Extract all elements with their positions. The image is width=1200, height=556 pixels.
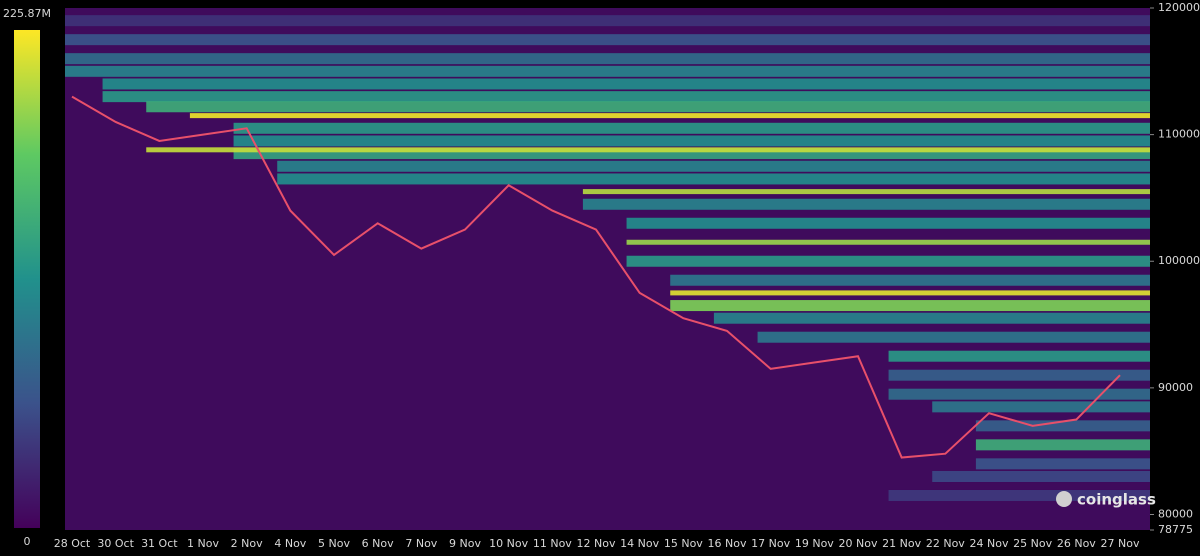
heat-band (975, 420, 1150, 432)
heat-band (65, 34, 1150, 46)
heat-band (670, 274, 1150, 286)
heat-band (888, 489, 1150, 501)
x-tick-label: 6 Nov (362, 537, 394, 550)
price-layer (71, 95, 1121, 459)
x-tick-label: 26 Nov (1057, 537, 1096, 550)
color-bar (14, 30, 40, 528)
heat-band (102, 91, 1151, 103)
heat-band (233, 122, 1151, 134)
x-tick-label: 22 Nov (926, 537, 965, 550)
y-tick-label: 110000 (1158, 128, 1200, 141)
heat-band (582, 198, 1150, 210)
x-tick-label: 14 Nov (620, 537, 659, 550)
color-bar-label: 0 (24, 535, 31, 548)
heat-band (582, 189, 1150, 195)
heat-band (888, 350, 1150, 362)
x-tick-label: 1 Nov (187, 537, 219, 550)
heat-bands (65, 15, 1151, 501)
x-tick-label: 5 Nov (318, 537, 350, 550)
heat-band (975, 439, 1150, 451)
heat-band (888, 369, 1150, 381)
y-tick-label: 78775 (1158, 523, 1193, 536)
x-tick-label: 17 Nov (751, 537, 790, 550)
x-tick-label: 31 Oct (141, 537, 178, 550)
heat-band (888, 388, 1150, 400)
x-tick-label: 24 Nov (970, 537, 1009, 550)
heat-band (932, 471, 1150, 483)
heat-band (146, 101, 1150, 113)
color-bar-label: 225.87M (3, 7, 51, 20)
x-tick-label: 2 Nov (231, 537, 263, 550)
heat-band (233, 135, 1151, 147)
heat-band (189, 113, 1150, 119)
axes: 78775 80000 90000 100000 110000 120000 28 Oct 3… (3, 1, 1200, 550)
y-tick-label: 90000 (1158, 381, 1193, 394)
x-tick-label: 12 Nov (577, 537, 616, 550)
brand-text: coinglass (1077, 491, 1156, 509)
x-tick-label: 25 Nov (1013, 537, 1052, 550)
heat-band (932, 401, 1150, 413)
x-tick-label: 19 Nov (795, 537, 834, 550)
heat-band (713, 312, 1150, 324)
brand-icon (1056, 491, 1072, 507)
heat-band (65, 53, 1150, 65)
heat-band (65, 15, 1150, 27)
heat-band (146, 147, 1150, 153)
heat-band (626, 255, 1150, 267)
y-tick-label: 120000 (1158, 1, 1200, 14)
x-tick-label: 10 Nov (489, 537, 528, 550)
heat-band (757, 331, 1150, 343)
price-line (71, 95, 1121, 459)
x-tick-label: 27 Nov (1101, 537, 1140, 550)
x-tick-label: 7 Nov (405, 537, 437, 550)
heat-band (670, 300, 1150, 312)
y-tick-label: 100000 (1158, 254, 1200, 267)
heat-band (626, 239, 1150, 245)
x-tick-label: 4 Nov (274, 537, 306, 550)
heat-band (65, 65, 1150, 77)
x-tick-label: 28 Oct (54, 537, 91, 550)
x-tick-label: 9 Nov (449, 537, 481, 550)
x-tick-label: 21 Nov (882, 537, 921, 550)
x-tick-label: 15 Nov (664, 537, 703, 550)
x-tick-label: 30 Oct (97, 537, 134, 550)
heat-band (277, 173, 1150, 185)
heat-band (670, 290, 1150, 296)
x-tick-label: 16 Nov (708, 537, 747, 550)
y-tick-label: 80000 (1158, 507, 1193, 520)
heat-band (277, 160, 1150, 172)
x-tick-label: 20 Nov (839, 537, 878, 550)
heat-band (102, 78, 1151, 90)
heat-band (233, 148, 1151, 160)
heat-band (626, 217, 1150, 229)
heat-band (975, 458, 1150, 470)
x-tick-label: 11 Nov (533, 537, 572, 550)
